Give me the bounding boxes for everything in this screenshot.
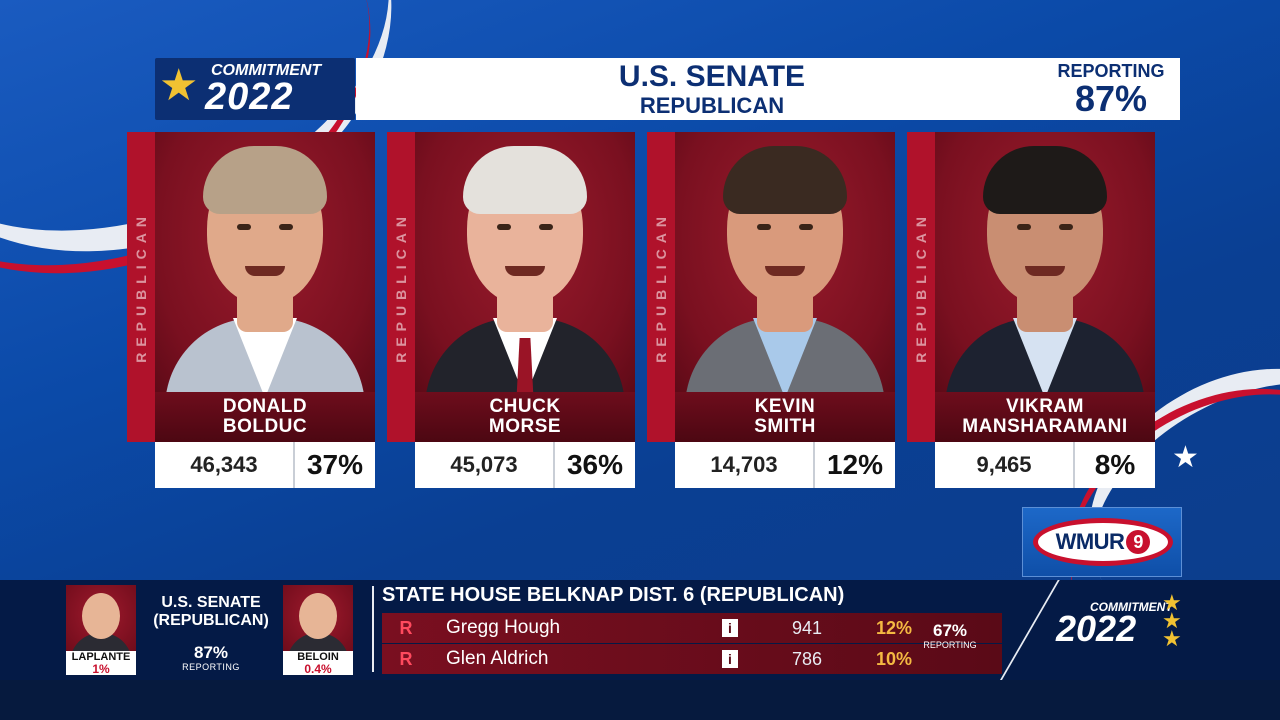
candidate-name: Glen Aldrich — [446, 648, 549, 669]
logo-oval: WMUR 9 — [1033, 518, 1173, 566]
party-strip: REPUBLICAN — [387, 132, 415, 442]
candidate-card: REPUBLICAN VIKRAM MANSHARAMANI 9,465 8% — [907, 132, 1155, 488]
party-strip: REPUBLICAN — [907, 132, 935, 442]
portrait-eye — [237, 224, 251, 230]
candidate-card: REPUBLICAN CHUCK MORSE 45,073 36% — [387, 132, 635, 488]
star-icon: ★ — [159, 61, 199, 110]
ticker-candidate: BELOIN 0.4% — [283, 585, 353, 675]
vote-percent: 8% — [1094, 449, 1136, 480]
logo-text: WMUR — [1055, 529, 1125, 554]
candidate-name: VIKRAM MANSHARAMANI — [935, 392, 1155, 442]
race-subtitle: REPUBLICAN — [639, 93, 785, 118]
candidate-results: 9,465 8% — [935, 442, 1155, 488]
ticker-main-reporting: 67% REPORTING — [923, 621, 977, 651]
vote-count: 45,073 — [415, 442, 555, 488]
candidate-first-name: VIKRAM — [1006, 396, 1084, 417]
ticker-candidate-photo — [66, 585, 136, 651]
party-letter: R — [399, 618, 413, 638]
commitment-2022-logo: ★ COMMITMENT 2022 — [155, 58, 355, 120]
ticker-candidate-percent: 0.4% — [283, 663, 353, 675]
star-icon: ★ ★ ★ — [1162, 590, 1182, 651]
party-letter: R — [399, 649, 413, 669]
vote-percent: 12% — [826, 449, 884, 480]
portrait-eye — [539, 224, 553, 230]
candidate-last-name: MANSHARAMANI — [962, 416, 1128, 437]
reporting-percent: 87% — [1074, 78, 1148, 119]
ticker-candidate-photo — [283, 585, 353, 651]
portrait-tie — [516, 338, 534, 392]
portrait-mouth — [1025, 266, 1065, 276]
portrait-eye — [799, 224, 813, 230]
portrait-eye — [757, 224, 771, 230]
candidate-name: KEVIN SMITH — [675, 392, 895, 442]
ticker-result-row: R Glen Aldrich i 786 10% — [382, 644, 1002, 674]
vote-percent: 37% — [306, 449, 364, 480]
vote-percent: 36% — [566, 449, 624, 480]
reporting-label: REPORTING — [1057, 61, 1165, 81]
incumbent-icon: i — [722, 619, 738, 637]
logo-channel: 9 — [1126, 530, 1151, 554]
portrait-hair — [723, 146, 847, 214]
candidate-results: 45,073 36% — [415, 442, 635, 488]
brand-commitment-label: COMMITMENT — [211, 62, 322, 79]
candidate-photo — [155, 132, 375, 392]
vote-percent: 10% — [875, 649, 912, 669]
ticker-candidate: LAPLANTE 1% — [66, 585, 136, 675]
ticker-result-row: R Gregg Hough i 941 12% — [382, 613, 1002, 643]
candidate-card: REPUBLICAN KEVIN SMITH 14,703 12% — [647, 132, 895, 488]
candidate-results: 14,703 12% — [675, 442, 895, 488]
candidate-last-name: SMITH — [754, 416, 816, 437]
candidate-first-name: DONALD — [222, 396, 308, 417]
ticker-reporting: 87% REPORTING — [182, 643, 240, 673]
portrait-eye — [497, 224, 511, 230]
divider — [372, 586, 374, 672]
portrait-hair — [203, 146, 327, 214]
candidate-photo — [415, 132, 635, 392]
candidate-name: CHUCK MORSE — [415, 392, 635, 442]
party-strip: REPUBLICAN — [647, 132, 675, 442]
vote-count: 941 — [791, 618, 822, 638]
incumbent-icon: i — [722, 650, 738, 668]
candidate-last-name: BOLDUC — [222, 416, 308, 437]
vote-count: 14,703 — [675, 442, 815, 488]
candidate-first-name: KEVIN — [754, 396, 816, 417]
ticker-main-race-title: STATE HOUSE BELKNAP DIST. 6 (REPUBLICAN) — [382, 584, 845, 606]
candidate-name: Gregg Hough — [446, 617, 561, 638]
vote-count: 786 — [791, 649, 822, 669]
ticker-race-title: U.S. SENATE (REPUBLICAN) — [153, 594, 269, 629]
ticker-candidate-name: BELOIN — [283, 651, 353, 663]
vote-percent: 12% — [875, 618, 912, 638]
results-ticker: LAPLANTE 1% U.S. SENATE (REPUBLICAN) 87%… — [0, 580, 1280, 680]
candidate-name: DONALD BOLDUC — [155, 392, 375, 442]
candidate-last-name: MORSE — [488, 416, 562, 437]
candidate-card: REPUBLICAN DONALD BOLDUC 46,343 37% — [127, 132, 375, 488]
ticker-candidate-percent: 1% — [66, 663, 136, 675]
vote-count: 9,465 — [935, 442, 1075, 488]
portrait-mouth — [765, 266, 805, 276]
candidate-photo — [935, 132, 1155, 392]
portrait-eye — [279, 224, 293, 230]
candidate-results: 46,343 37% — [155, 442, 375, 488]
race-header: U.S. SENATE REPUBLICAN REPORTING 87% — [356, 58, 1180, 120]
candidate-photo — [675, 132, 895, 392]
candidate-first-name: CHUCK — [489, 396, 561, 417]
portrait-hair — [463, 146, 587, 214]
portrait-eye — [1059, 224, 1073, 230]
portrait-hair — [983, 146, 1107, 214]
brand-year: 2022 — [205, 76, 294, 118]
portrait-mouth — [245, 266, 285, 276]
commitment-2022-logo: COMMITMENT 2022 ★ ★ ★ — [1050, 590, 1220, 670]
portrait-eye — [1017, 224, 1031, 230]
wmur-logo: WMUR 9 — [1022, 507, 1182, 577]
ticker-base — [0, 680, 1280, 720]
vote-count: 46,343 — [155, 442, 295, 488]
ticker-candidate-name: LAPLANTE — [66, 651, 136, 663]
portrait-mouth — [505, 266, 545, 276]
party-strip: REPUBLICAN — [127, 132, 155, 442]
race-title: U.S. SENATE — [618, 60, 806, 93]
star-icon: ★ — [1172, 441, 1199, 474]
